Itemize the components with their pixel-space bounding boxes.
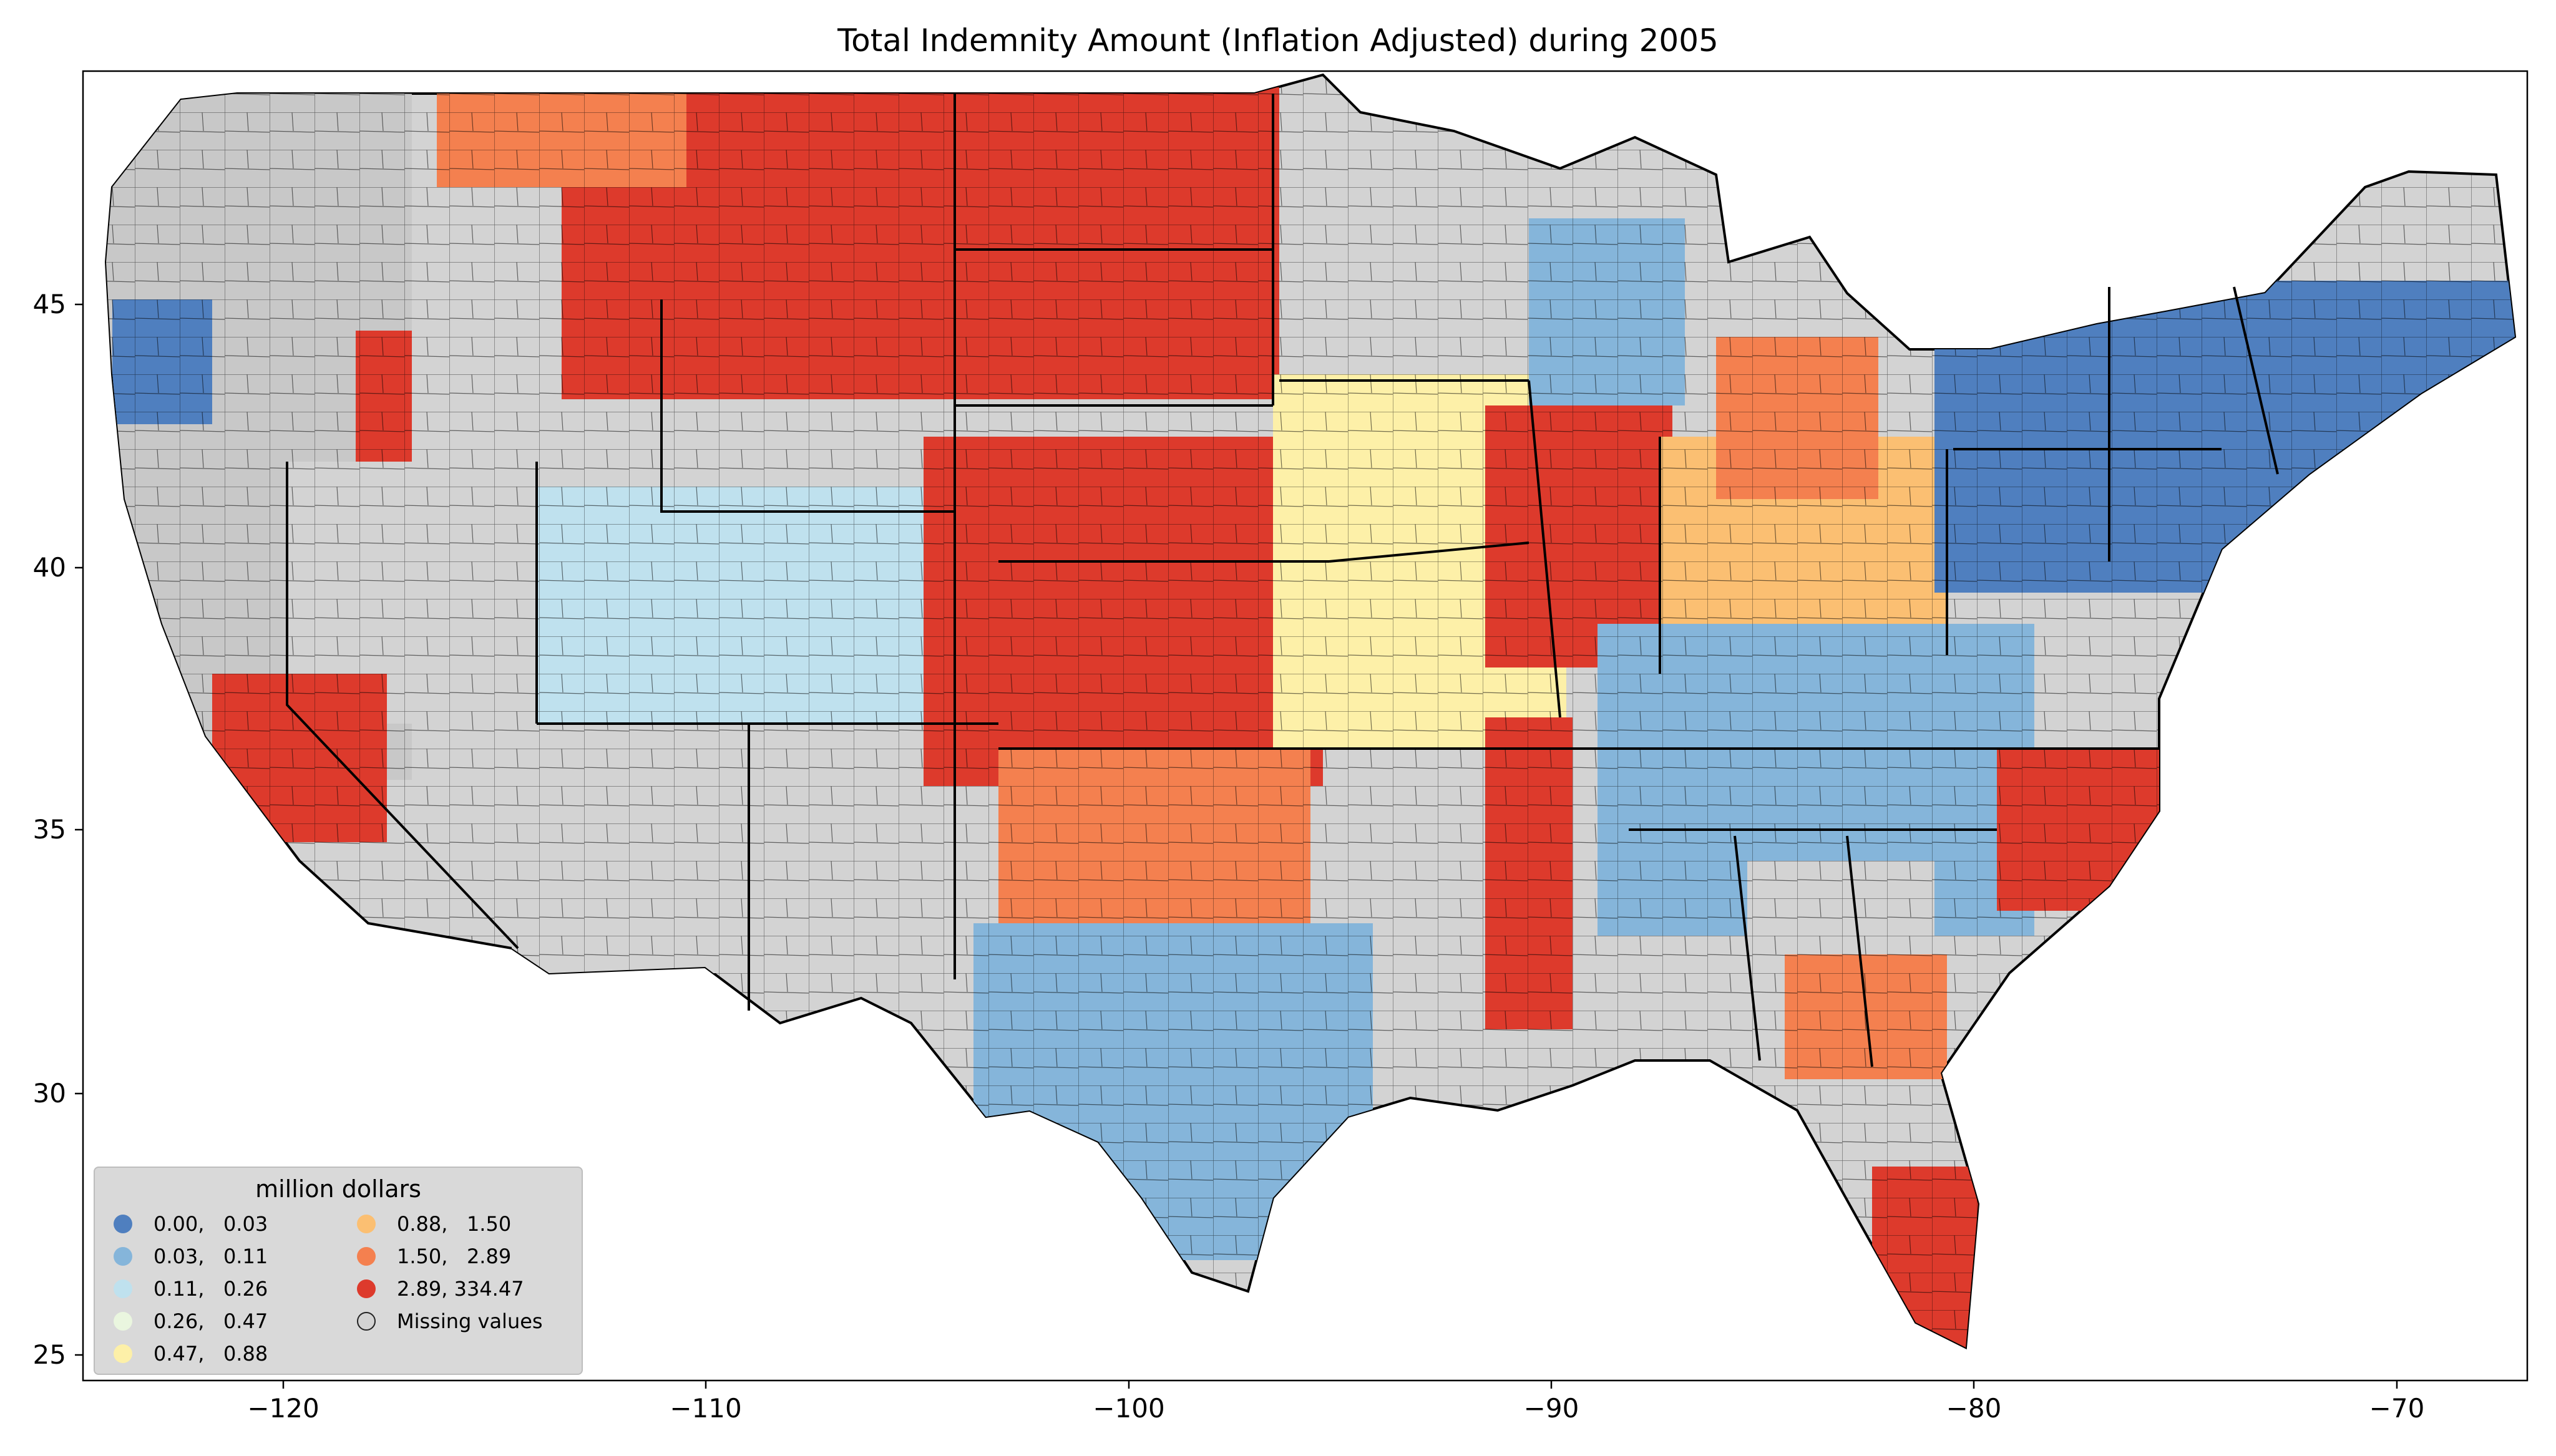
legend-item: 0.47, 0.88 <box>114 1337 268 1370</box>
legend-item: 0.26, 0.47 <box>114 1305 268 1337</box>
legend-item: Missing values <box>357 1305 543 1337</box>
x-ticks <box>282 1381 2398 1389</box>
legend-item: 2.89, 334.47 <box>357 1273 543 1305</box>
legend: million dollars 0.00, 0.03 0.03, 0.11 0.… <box>94 1167 583 1375</box>
legend-item-label: 1.50, 2.89 <box>397 1245 512 1268</box>
legend-item-label: 0.00, 0.03 <box>154 1212 268 1236</box>
legend-item-label: 2.89, 334.47 <box>397 1277 524 1301</box>
y-tick-label: 40 <box>33 552 66 583</box>
legend-title: million dollars <box>255 1175 421 1203</box>
y-tick-label: 30 <box>33 1078 66 1109</box>
y-ticks <box>75 303 83 1356</box>
legend-swatch-marker <box>114 1312 132 1331</box>
x-tick-label: −120 <box>247 1393 319 1424</box>
legend-item-label: 0.03, 0.11 <box>154 1245 268 1268</box>
legend-item-label: 0.47, 0.88 <box>154 1342 268 1366</box>
legend-item: 0.00, 0.03 <box>114 1208 268 1240</box>
state-lines <box>286 94 2279 1067</box>
y-tick-label: 35 <box>33 814 66 845</box>
legend-swatch-marker <box>357 1279 376 1298</box>
legend-item-label: Missing values <box>397 1309 543 1333</box>
legend-item-label: 0.88, 1.50 <box>397 1212 512 1236</box>
legend-item: 0.11, 0.26 <box>114 1273 268 1305</box>
x-tick-label: −80 <box>1946 1393 2002 1424</box>
legend-item-label: 0.26, 0.47 <box>154 1309 268 1333</box>
legend-swatch-marker <box>114 1215 132 1233</box>
chart-title: Total Indemnity Amount (Inflation Adjust… <box>837 22 1719 59</box>
legend-item-label: 0.11, 0.26 <box>154 1277 268 1301</box>
x-tick-label: −110 <box>670 1393 741 1424</box>
legend-item: 0.03, 0.11 <box>114 1240 268 1273</box>
legend-swatch-marker <box>114 1247 132 1266</box>
legend-item: 0.88, 1.50 <box>357 1208 543 1240</box>
x-tick-label: −100 <box>1093 1393 1164 1424</box>
legend-swatch-marker <box>357 1247 376 1266</box>
legend-swatch-marker <box>114 1344 132 1363</box>
legend-column-1: 0.00, 0.03 0.03, 0.11 0.11, 0.26 0.26, 0… <box>114 1208 268 1370</box>
y-tick-label: 25 <box>33 1339 66 1370</box>
y-tick-label: 45 <box>33 289 66 319</box>
x-tick-label: −90 <box>1524 1393 1579 1424</box>
legend-column-2: 0.88, 1.50 1.50, 2.89 2.89, 334.47 Missi… <box>357 1208 543 1337</box>
legend-swatch-missing <box>357 1312 376 1331</box>
legend-swatch-marker <box>114 1279 132 1298</box>
x-tick-label: −70 <box>2369 1393 2425 1424</box>
legend-item: 1.50, 2.89 <box>357 1240 543 1273</box>
legend-swatch-marker <box>357 1215 376 1233</box>
